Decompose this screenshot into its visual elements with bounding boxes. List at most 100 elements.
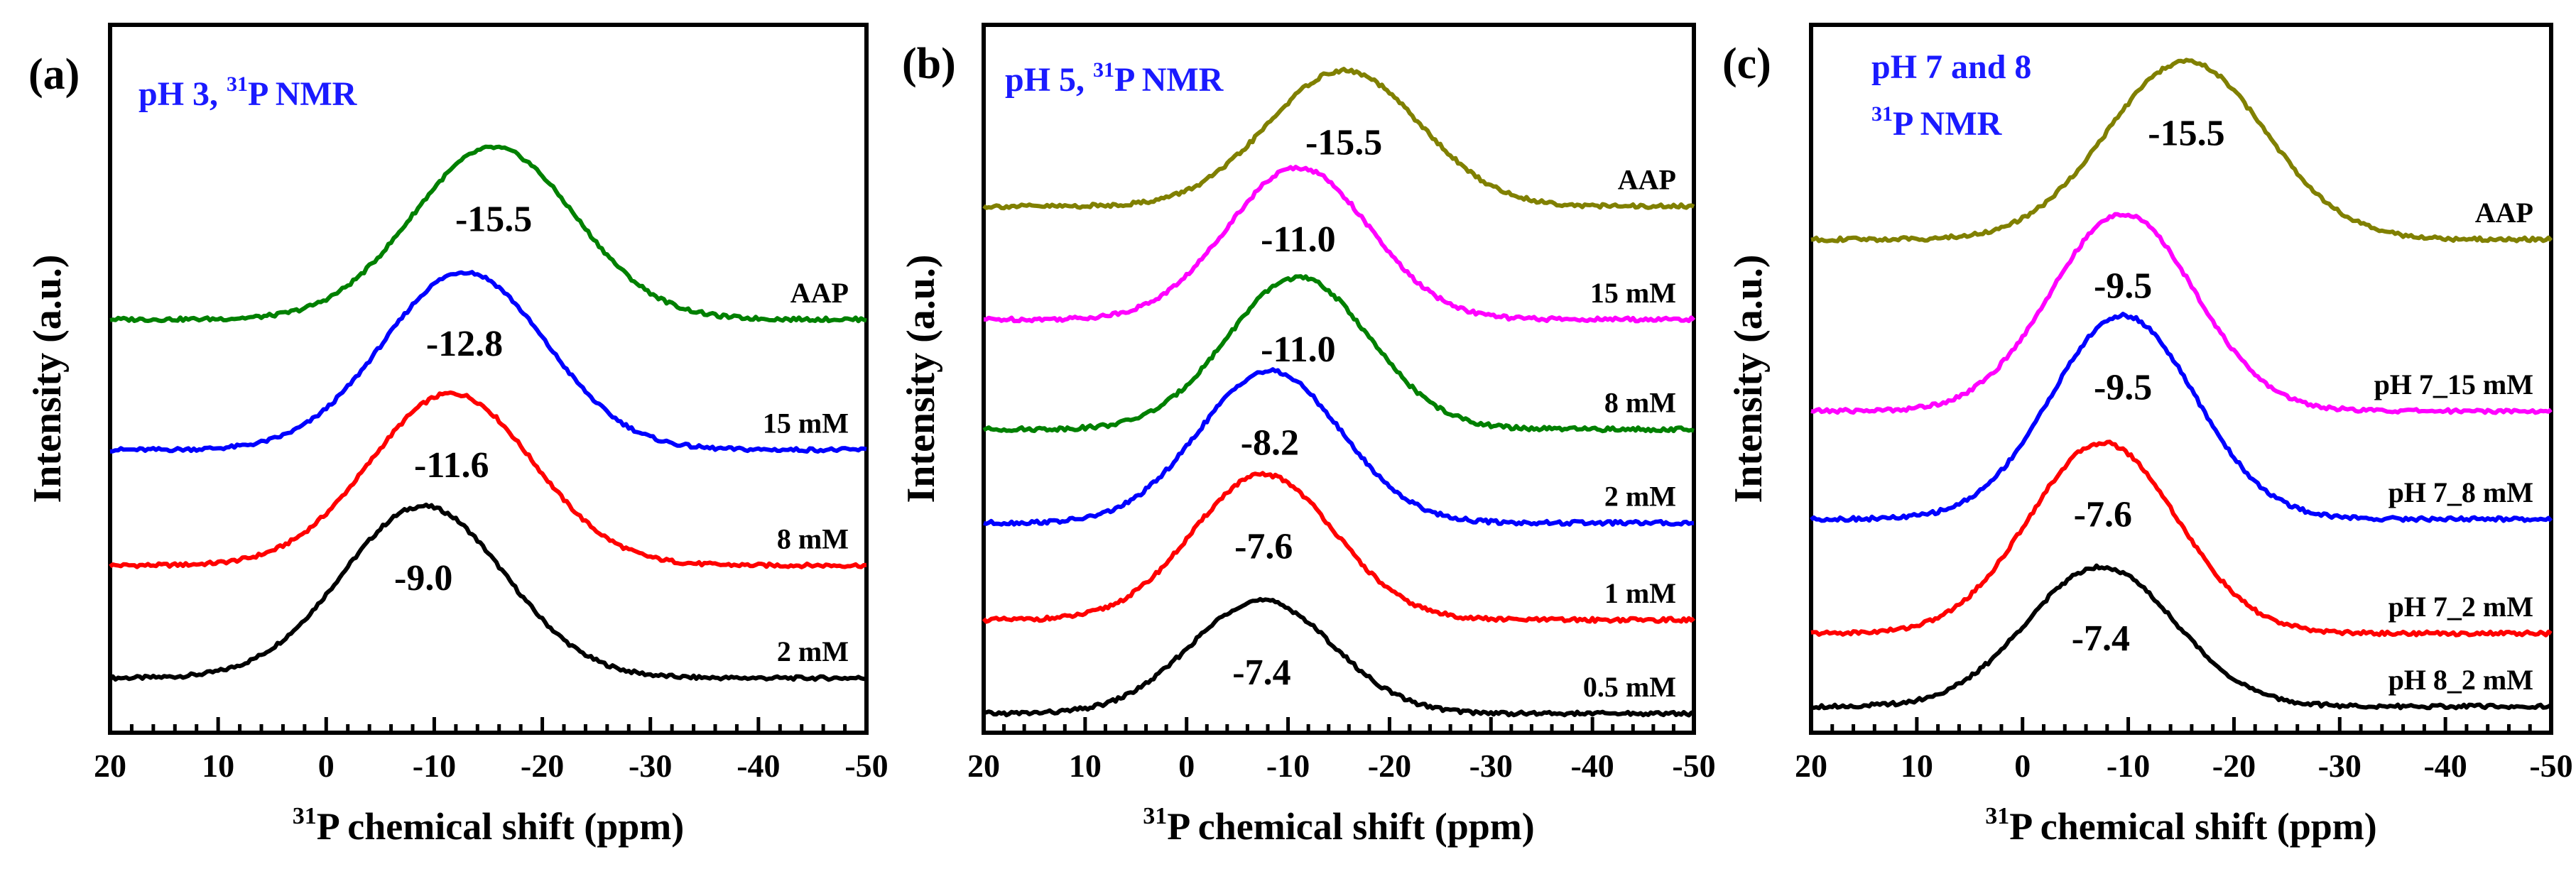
series-label: pH 7_2 mM (2388, 591, 2533, 623)
trace-1-mm (982, 471, 1695, 624)
x-tick-label: -50 (2529, 748, 2572, 784)
trace-aap (109, 144, 867, 324)
peak-label: -15.5 (455, 200, 532, 240)
peak-label: -9.0 (394, 558, 452, 599)
panel-label: (c) (1722, 40, 1771, 88)
trace-ph-7-2-mm (1810, 439, 2553, 638)
x-axis-label-text: P chemical shift (ppm) (1167, 805, 1534, 848)
x-axis-label-text: P chemical shift (ppm) (317, 805, 684, 848)
y-axis-label: Intensity (a.u.) (26, 254, 70, 503)
panel-title-sup: 31 (1871, 102, 1893, 126)
peak-label: -15.5 (2148, 114, 2224, 154)
x-tick-label: 10 (202, 748, 234, 784)
x-tick-label: -10 (413, 748, 456, 784)
y-axis-label: Intensity (a.u.) (1727, 254, 1771, 503)
panel-title: pH 5, 31P NMR (1005, 58, 1224, 99)
x-tick-label: 10 (1069, 748, 1102, 784)
x-axis-label: 31P chemical shift (ppm) (1985, 803, 2376, 848)
panel-title-sup: 31 (1093, 58, 1114, 82)
x-axis-label-text: P chemical shift (ppm) (2009, 805, 2376, 848)
series-label: 15 mM (763, 408, 849, 439)
peak-label: -7.4 (1232, 652, 1290, 693)
series-label: AAP (790, 277, 849, 309)
trace-8-mm (109, 390, 867, 569)
series-label: 0.5 mM (1583, 671, 1676, 703)
x-tick-label: -20 (2212, 748, 2256, 784)
x-axis-label: 31P chemical shift (ppm) (1143, 803, 1534, 848)
x-tick-label: 0 (1178, 748, 1195, 784)
panel-title-nucleus: P NMR (1114, 61, 1224, 99)
trace-ph-7-8-mm (1810, 312, 2553, 523)
trace-2-mm (108, 502, 867, 682)
x-tick-label: -20 (521, 748, 564, 784)
peak-label: -7.6 (2074, 495, 2132, 535)
series-label: pH 8_2 mM (2388, 664, 2533, 696)
panel-title-line2: 31P NMR (1871, 102, 2003, 143)
trace-aap (982, 67, 1695, 211)
x-tick-label: -20 (1368, 748, 1411, 784)
x-tick-label: 20 (94, 748, 126, 784)
x-axis-label-sup: 31 (1143, 803, 1167, 829)
peak-label: -7.6 (1234, 526, 1293, 567)
plot-frame (982, 23, 1696, 735)
trace-8-mm (982, 274, 1695, 434)
x-tick-label: -30 (629, 748, 672, 784)
x-tick-label: -40 (737, 748, 780, 784)
peak-label: -12.8 (426, 324, 503, 364)
series-label: 1 mM (1604, 577, 1676, 609)
peak-label: -11.0 (1261, 329, 1335, 370)
x-tick-label: -50 (1672, 748, 1715, 784)
x-tick-label: -40 (2423, 748, 2467, 784)
series-label: pH 7_15 mM (2374, 368, 2533, 400)
trace-ph-7-15-mm (1810, 212, 2553, 415)
series-label: 8 mM (777, 523, 849, 555)
x-tick-label: 20 (1795, 748, 1827, 784)
peak-label: -8.2 (1241, 423, 1299, 464)
panel-title: pH 3, 31P NMR (138, 72, 358, 113)
series-label: AAP (1618, 164, 1676, 196)
x-axis-label-sup: 31 (1985, 803, 2009, 829)
x-tick-label: -50 (844, 748, 888, 784)
x-tick-label: 0 (2014, 748, 2031, 784)
peak-label: -7.4 (2072, 618, 2130, 659)
series-label: 2 mM (777, 635, 849, 667)
x-tick-label: 10 (1901, 748, 1933, 784)
trace-15-mm (984, 165, 1696, 324)
panel-label: (a) (28, 50, 80, 99)
x-tick-label: -30 (2318, 748, 2362, 784)
panel-title-nucleus: P NMR (248, 75, 358, 113)
panel-title-prefix: pH 3, (138, 75, 227, 113)
peak-label: -11.6 (414, 445, 489, 486)
plot-frame (1809, 23, 2553, 735)
series-label: 15 mM (1590, 277, 1676, 309)
x-tick-label: -10 (1266, 748, 1310, 784)
panel-title: pH 7 and 8 (1871, 48, 2031, 86)
panel-title-sup: 31 (227, 72, 248, 96)
trace-aap (1810, 58, 2553, 244)
series-label: AAP (2475, 197, 2533, 229)
y-axis-label: Intensity (a.u.) (899, 254, 943, 503)
x-tick-label: -30 (1469, 748, 1513, 784)
peak-label: -9.5 (2094, 266, 2152, 306)
trace-ph-8-2-mm (1810, 563, 2553, 711)
trace-0-5-mm (983, 596, 1695, 718)
plot-frame (108, 23, 869, 735)
series-label: pH 7_8 mM (2388, 476, 2533, 508)
peak-label: -9.5 (2094, 368, 2152, 408)
x-axis-label: 31P chemical shift (ppm) (293, 803, 684, 848)
x-tick-label: -40 (1570, 748, 1614, 784)
series-label: 8 mM (1604, 387, 1676, 419)
x-axis-label-sup: 31 (293, 803, 317, 829)
trace-2-mm (983, 367, 1695, 527)
peak-label: -11.0 (1261, 219, 1335, 260)
panel-title-nucleus: P NMR (1893, 105, 2003, 143)
x-tick-label: 20 (967, 748, 1000, 784)
series-label: 2 mM (1604, 481, 1676, 513)
panel-title-prefix: pH 5, (1005, 61, 1093, 99)
panel-label: (b) (902, 40, 956, 88)
x-tick-label: 0 (318, 748, 335, 784)
